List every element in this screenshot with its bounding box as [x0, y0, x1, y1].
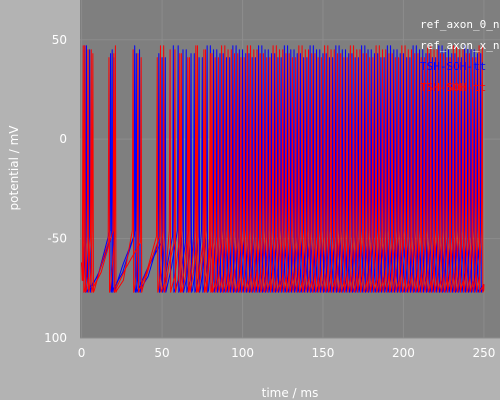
series-line-3 — [81, 45, 485, 293]
y-tick-labels: 50 0 -50 100 — [44, 33, 67, 345]
x-tick-label: 250 — [472, 346, 495, 360]
series-line-2 — [81, 45, 485, 293]
x-tick-label: 100 — [231, 346, 254, 360]
y-tick-label: 0 — [59, 132, 67, 146]
legend-entry-0: ref_axon_0_ne — [420, 18, 500, 31]
legend-entry-2: TSH-SOH-tt — [420, 60, 486, 73]
x-axis-label: time / ms — [262, 386, 319, 400]
x-tick-label: 200 — [392, 346, 415, 360]
x-tick-label: 150 — [312, 346, 335, 360]
y-tick-label: 50 — [52, 33, 67, 47]
x-tick-label: 50 — [154, 346, 169, 360]
y-axis-label: potential / mV — [7, 125, 21, 211]
x-tick-labels: 0 50 100 150 200 250 — [78, 346, 496, 360]
x-tick-label: 0 — [78, 346, 86, 360]
legend-entry-3: TSH-SOH-tt — [420, 81, 486, 94]
y-tick-label: -50 — [47, 232, 67, 246]
legend: ref_axon_0_ne ref_axon_x_ne TSH-SOH-tt TSH-… — [420, 18, 500, 94]
series-line-1 — [81, 45, 485, 293]
series-group — [81, 45, 485, 293]
y-tick-label: 100 — [44, 331, 67, 345]
legend-entry-1: ref_axon_x_ne — [420, 39, 500, 52]
